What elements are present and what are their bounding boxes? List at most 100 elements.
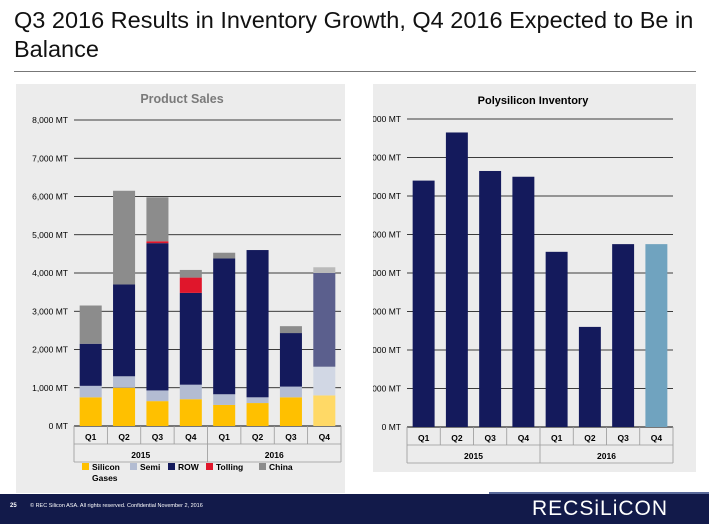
sales-x-tick-label: Q2	[252, 432, 264, 442]
inventory-x-tick-label: Q1	[551, 433, 563, 443]
sales-title: Product Sales	[140, 92, 223, 106]
sales-year-label: 2015	[131, 450, 150, 460]
sales-bar-segment	[213, 258, 236, 395]
sales-bar-segment	[213, 252, 236, 259]
sales-x-tick-label: Q1	[85, 432, 97, 442]
sales-bar-segment	[146, 197, 169, 242]
copyright-text: © REC Silicon ASA. All rights reserved. …	[30, 503, 203, 509]
sales-year-label: 2016	[265, 450, 284, 460]
sales-legend-swatch	[130, 463, 137, 470]
sales-legend-label: Silicon	[92, 462, 120, 472]
sales-bar-segment	[146, 241, 169, 244]
sales-legend-swatch	[259, 463, 266, 470]
sales-y-tick-label: 0 MT	[49, 421, 68, 431]
sales-bar-segment	[279, 326, 302, 334]
sales-bar-segment	[246, 250, 269, 398]
sales-legend-label: Gases	[92, 473, 118, 483]
sales-bar-segment	[113, 190, 136, 285]
sales-legend-swatch	[168, 463, 175, 470]
inventory-y-tick-label: 3,000 MT	[373, 307, 401, 317]
sales-bar-segment	[146, 390, 169, 402]
sales-legend-swatch	[82, 463, 89, 470]
sales-bar-segment	[79, 305, 102, 344]
sales-y-tick-label: 7,000 MT	[32, 153, 68, 163]
sales-bar-segment	[313, 273, 336, 367]
sales-bar-segment	[179, 292, 202, 385]
inventory-y-tick-label: 4,000 MT	[373, 268, 401, 278]
sales-bar-segment	[79, 343, 102, 386]
inventory-x-tick-label: Q2	[584, 433, 596, 443]
sales-bar-segment	[179, 277, 202, 293]
page-number: 25	[10, 503, 17, 509]
inventory-year-label: 2015	[464, 451, 483, 461]
inventory-y-tick-label: 1,000 MT	[373, 384, 401, 394]
sales-legend-label: China	[269, 462, 293, 472]
sales-bar-segment	[179, 384, 202, 400]
inventory-bar	[545, 251, 568, 427]
inventory-bar	[612, 244, 635, 427]
inventory-bar	[445, 132, 468, 427]
inventory-title: Polysilicon Inventory	[478, 95, 590, 107]
inventory-bar	[512, 176, 535, 427]
sales-x-tick-label: Q3	[285, 432, 297, 442]
inventory-y-tick-label: 0 MT	[382, 422, 401, 432]
sales-bar-segment	[113, 387, 136, 426]
sales-bar-segment	[313, 366, 336, 396]
product-sales-chart: Product Sales 0 MT 1,000 MT 2,000 MT 3,000 M…	[32, 92, 342, 483]
sales-legend-label: Semi	[140, 462, 160, 472]
sales-bar-segment	[213, 404, 236, 426]
inventory-x-tick-label: Q3	[617, 433, 629, 443]
sales-bar-segment	[246, 397, 269, 404]
sales-legend-swatch	[206, 463, 213, 470]
title-divider	[14, 71, 696, 72]
sales-legend-label: Tolling	[216, 462, 243, 472]
sales-bar-segment	[146, 243, 169, 391]
inventory-x-tick-label: Q3	[484, 433, 496, 443]
page-title: Q3 2016 Results in Inventory Growth, Q4 …	[14, 7, 694, 62]
sales-bar-segment	[213, 394, 236, 405]
inventory-y-tick-label: 7,000 MT	[373, 153, 401, 163]
inventory-bar	[645, 244, 668, 427]
sales-x-tick-label: Q4	[185, 432, 197, 442]
sales-x-tick-label: Q4	[319, 432, 331, 442]
sales-y-tick-label: 5,000 MT	[32, 230, 68, 240]
polysilicon-inventory-chart: Polysilicon Inventory 0 MT 1,000 MT 2,000 M…	[365, 95, 674, 464]
sales-bar-segment	[279, 397, 302, 426]
sales-bar-segment	[113, 284, 136, 377]
sales-bar-segment	[313, 395, 336, 426]
inventory-bar	[479, 170, 502, 427]
sales-legend-label: ROW	[178, 462, 200, 472]
sales-bar-segment	[79, 385, 102, 398]
sales-bar-segment	[279, 386, 302, 398]
inventory-y-tick-label: 8,000 MT	[373, 114, 401, 124]
sales-y-tick-label: 1,000 MT	[32, 383, 68, 393]
inventory-y-tick-label: 2,000 MT	[373, 345, 401, 355]
rec-silicon-logo: RECSiLiCON	[532, 497, 669, 520]
polysilicon-inventory-panel: Polysilicon Inventory 0 MT 1,000 MT 2,000 M…	[365, 84, 696, 472]
product-sales-panel: Product Sales 0 MT 1,000 MT 2,000 MT 3,000 M…	[16, 84, 345, 493]
inventory-y-tick-label: 6,000 MT	[373, 191, 401, 201]
inventory-x-tick-label: Q4	[651, 433, 663, 443]
sales-y-tick-label: 4,000 MT	[32, 268, 68, 278]
sales-x-tick-label: Q1	[219, 432, 231, 442]
sales-bar-segment	[79, 397, 102, 426]
sales-bar-segment	[179, 269, 202, 278]
footer-bar	[0, 492, 709, 524]
sales-y-tick-label: 2,000 MT	[32, 345, 68, 355]
inventory-bar	[578, 326, 601, 427]
inventory-year-label: 2016	[597, 451, 616, 461]
sales-bar-segment	[146, 401, 169, 426]
sales-y-tick-label: 6,000 MT	[32, 192, 68, 202]
sales-bar-segment	[179, 399, 202, 426]
sales-bar-segment	[313, 267, 336, 273]
inventory-x-tick-label: Q4	[518, 433, 530, 443]
inventory-y-tick-label: 5,000 MT	[373, 230, 401, 240]
sales-bar-segment	[113, 376, 136, 388]
inventory-bar	[412, 180, 435, 427]
sales-x-tick-label: Q3	[152, 432, 164, 442]
sales-x-tick-label: Q2	[118, 432, 130, 442]
sales-bar-segment	[279, 333, 302, 387]
inventory-x-tick-label: Q1	[418, 433, 430, 443]
sales-bar-segment	[246, 403, 269, 426]
sales-y-tick-label: 8,000 MT	[32, 115, 68, 125]
